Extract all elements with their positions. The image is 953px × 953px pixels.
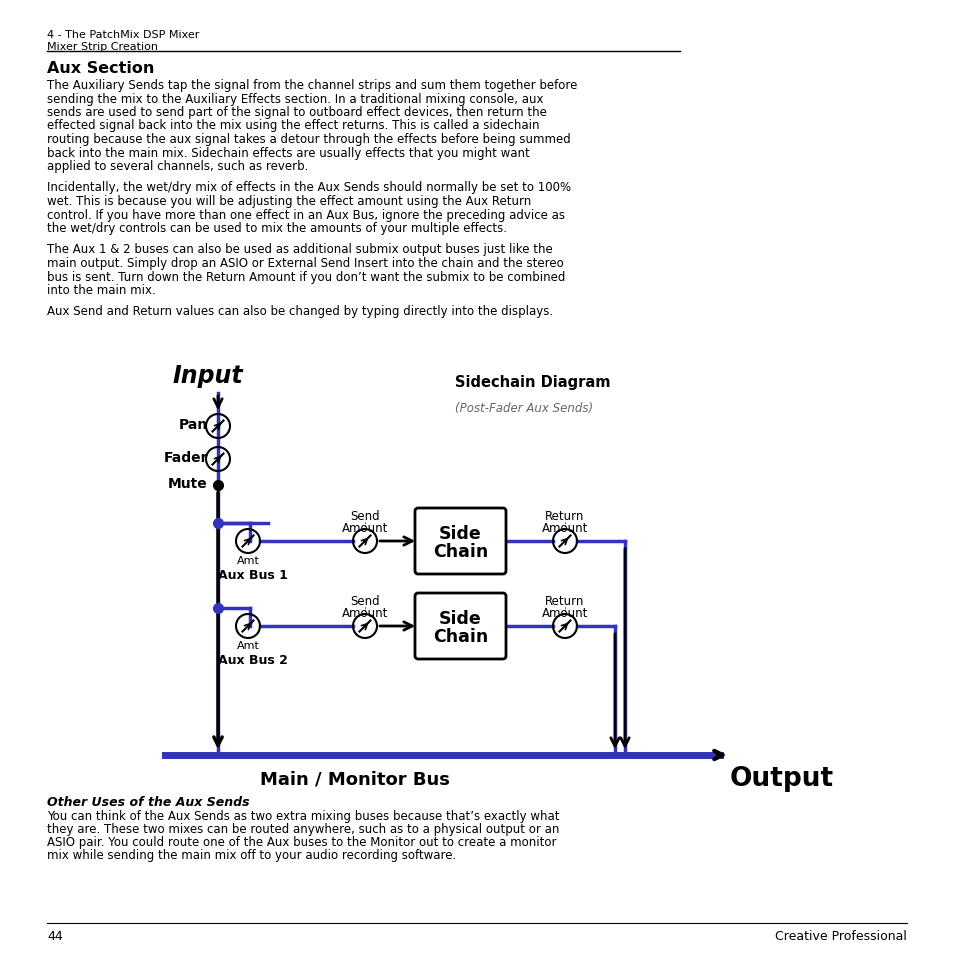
Text: Return: Return <box>545 510 584 522</box>
Text: wet. This is because you will be adjusting the effect amount using the Aux Retur: wet. This is because you will be adjusti… <box>47 194 531 208</box>
Text: back into the main mix. Sidechain effects are usually effects that you might wan: back into the main mix. Sidechain effect… <box>47 147 529 159</box>
Text: Aux Section: Aux Section <box>47 61 154 76</box>
Text: Mixer Strip Creation: Mixer Strip Creation <box>47 42 158 52</box>
Text: ASIO pair. You could route one of the Aux buses to the Monitor out to create a m: ASIO pair. You could route one of the Au… <box>47 835 556 848</box>
Text: Amount: Amount <box>541 606 588 619</box>
Text: Return: Return <box>545 595 584 607</box>
Text: Amount: Amount <box>341 606 388 619</box>
Text: Sidechain Diagram: Sidechain Diagram <box>455 375 610 390</box>
Text: Amount: Amount <box>341 521 388 535</box>
Text: Output: Output <box>729 765 833 791</box>
Text: Other Uses of the Aux Sends: Other Uses of the Aux Sends <box>47 795 250 808</box>
Text: control. If you have more than one effect in an Aux Bus, ignore the preceding ad: control. If you have more than one effec… <box>47 209 564 221</box>
Text: Amount: Amount <box>541 521 588 535</box>
Text: The Auxiliary Sends tap the signal from the channel strips and sum them together: The Auxiliary Sends tap the signal from … <box>47 79 577 91</box>
Text: Send: Send <box>350 595 379 607</box>
Text: The Aux 1 & 2 buses can also be used as additional submix output buses just like: The Aux 1 & 2 buses can also be used as … <box>47 243 552 256</box>
Text: Send: Send <box>350 510 379 522</box>
Text: routing because the aux signal takes a detour through the effects before being s: routing because the aux signal takes a d… <box>47 132 570 146</box>
Text: Fader: Fader <box>163 451 208 464</box>
Text: bus is sent. Turn down the Return Amount if you don’t want the submix to be comb: bus is sent. Turn down the Return Amount… <box>47 271 565 283</box>
Text: applied to several channels, such as reverb.: applied to several channels, such as rev… <box>47 160 308 172</box>
Text: Pan: Pan <box>178 417 208 432</box>
Text: Amt: Amt <box>236 640 259 650</box>
Text: 4 - The PatchMix DSP Mixer: 4 - The PatchMix DSP Mixer <box>47 30 199 40</box>
Text: Chain: Chain <box>433 542 488 560</box>
Text: the wet/dry controls can be used to mix the amounts of your multiple effects.: the wet/dry controls can be used to mix … <box>47 222 506 234</box>
Text: Amt: Amt <box>236 556 259 565</box>
Text: main output. Simply drop an ASIO or External Send Insert into the chain and the : main output. Simply drop an ASIO or Exte… <box>47 256 563 270</box>
Text: Input: Input <box>172 364 243 388</box>
Text: Side: Side <box>438 524 481 542</box>
Text: Chain: Chain <box>433 627 488 645</box>
Text: Incidentally, the wet/dry mix of effects in the Aux Sends should normally be set: Incidentally, the wet/dry mix of effects… <box>47 181 571 194</box>
Text: Mute: Mute <box>168 476 208 491</box>
Text: 44: 44 <box>47 929 63 942</box>
Text: Aux Bus 2: Aux Bus 2 <box>218 654 288 666</box>
Text: mix while sending the main mix off to your audio recording software.: mix while sending the main mix off to yo… <box>47 848 456 862</box>
Text: into the main mix.: into the main mix. <box>47 284 155 296</box>
Text: Aux Bus 1: Aux Bus 1 <box>218 568 288 581</box>
Text: they are. These two mixes can be routed anywhere, such as to a physical output o: they are. These two mixes can be routed … <box>47 822 558 835</box>
Text: Creative Professional: Creative Professional <box>774 929 906 942</box>
Text: (Post-Fader Aux Sends): (Post-Fader Aux Sends) <box>455 401 593 415</box>
Text: sending the mix to the Auxiliary Effects section. In a traditional mixing consol: sending the mix to the Auxiliary Effects… <box>47 92 543 106</box>
Text: sends are used to send part of the signal to outboard effect devices, then retur: sends are used to send part of the signa… <box>47 106 546 119</box>
Text: Aux Send and Return values can also be changed by typing directly into the displ: Aux Send and Return values can also be c… <box>47 305 553 318</box>
Text: effected signal back into the mix using the effect returns. This is called a sid: effected signal back into the mix using … <box>47 119 539 132</box>
FancyBboxPatch shape <box>415 509 505 575</box>
FancyBboxPatch shape <box>415 594 505 659</box>
Text: You can think of the Aux Sends as two extra mixing buses because that’s exactly : You can think of the Aux Sends as two ex… <box>47 809 558 822</box>
Text: Main / Monitor Bus: Main / Monitor Bus <box>260 770 450 788</box>
Text: Side: Side <box>438 609 481 627</box>
